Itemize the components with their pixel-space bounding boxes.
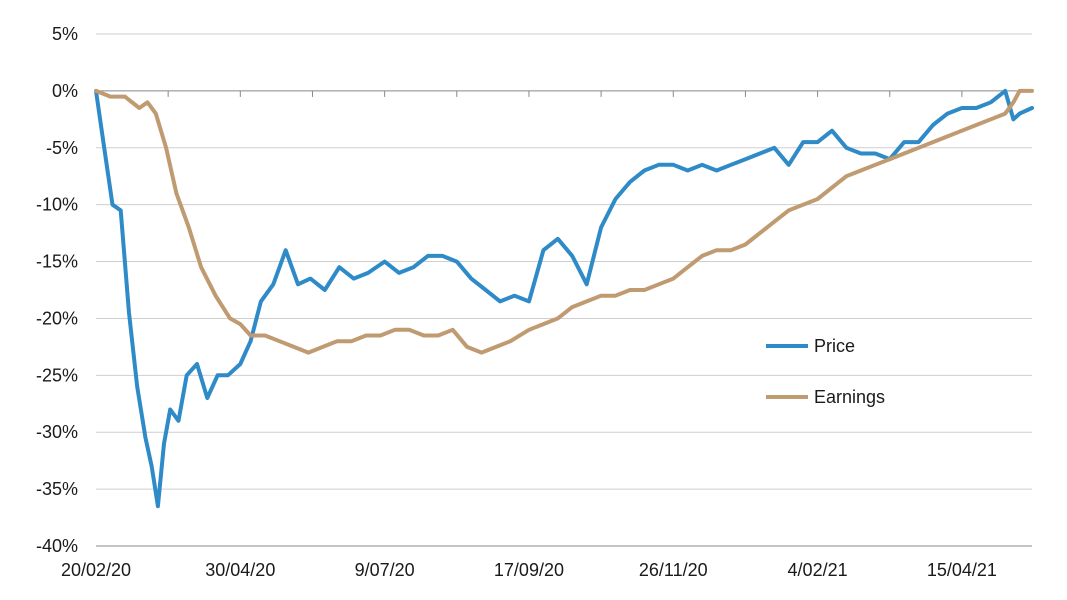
x-tick-label: 15/04/21 [927,560,997,580]
x-tick-label: 9/07/20 [355,560,415,580]
x-tick-label: 17/09/20 [494,560,564,580]
legend-earnings-label: Earnings [814,387,885,407]
series-lines [94,88,1034,509]
earnings-line [94,88,1034,355]
y-tick-label: -5% [46,138,78,158]
y-tick-label: 0% [52,81,78,101]
x-tick-label: 20/02/20 [61,560,131,580]
y-tick-label: -20% [36,308,78,328]
legend-price-label: Price [814,336,855,356]
legend: Price Earnings [766,336,885,407]
y-tick-label: -15% [36,252,78,272]
y-tick-label: -30% [36,422,78,442]
x-tick-label: 4/02/21 [788,560,848,580]
y-tick-label: -25% [36,365,78,385]
y-tick-label: -40% [36,536,78,556]
y-tick-label: 5% [52,24,78,44]
y-tick-label: -35% [36,479,78,499]
y-tick-label: -10% [36,195,78,215]
x-tick-label: 30/04/20 [205,560,275,580]
price-line [94,88,1034,509]
axes: 5% 0% -5% -10% -15% -20% -25% -30% -35% -40% 20/02… [36,24,1032,580]
gridlines [96,33,1032,490]
x-tick-label: 26/11/20 [639,560,708,580]
